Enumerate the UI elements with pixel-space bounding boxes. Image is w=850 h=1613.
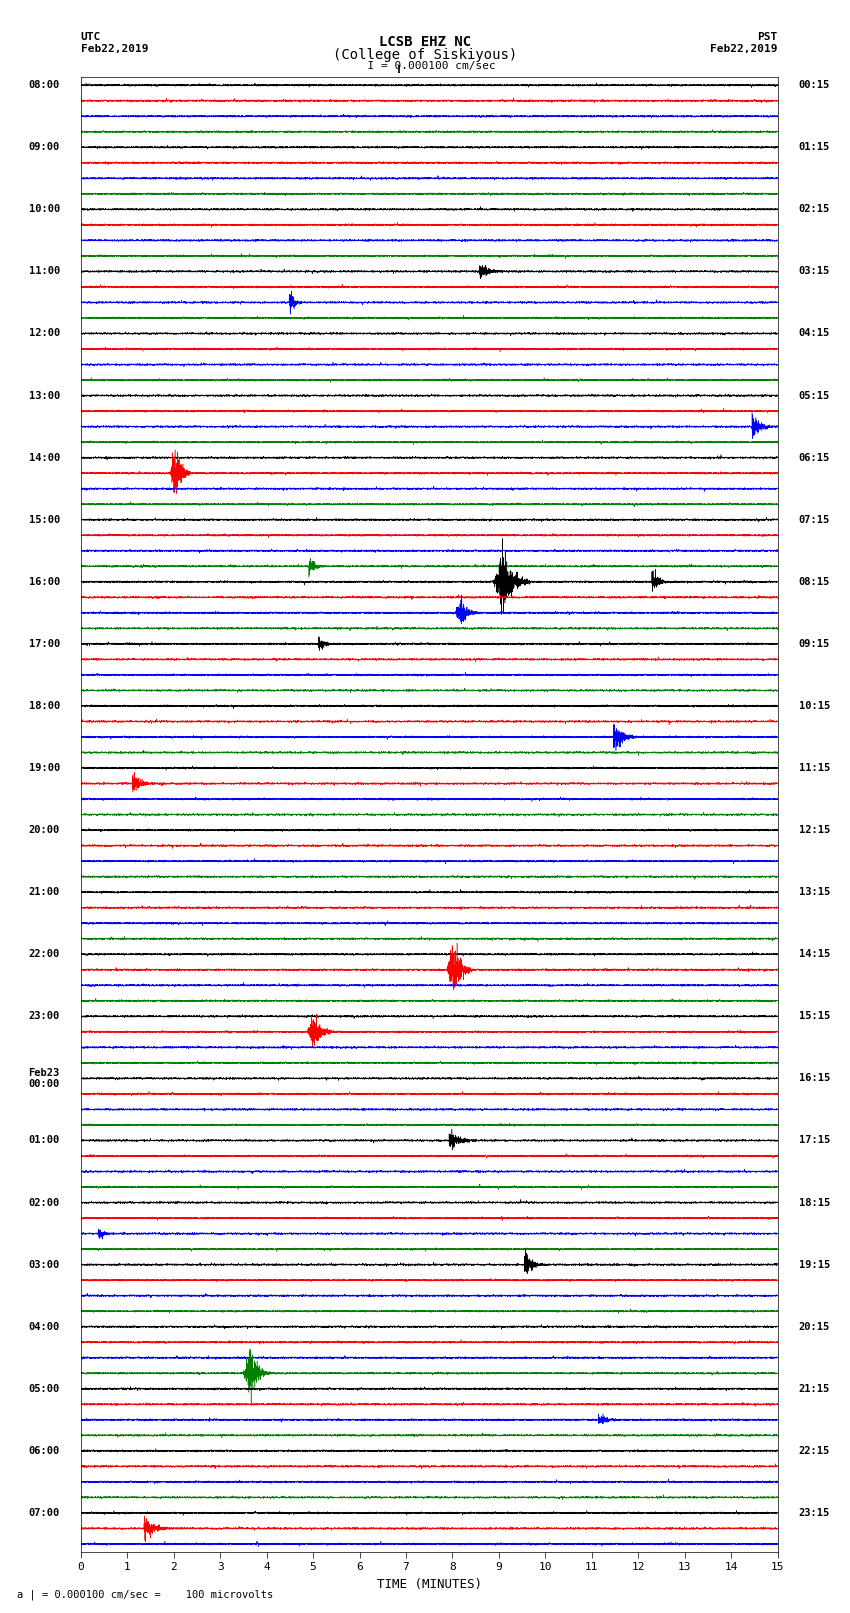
Text: 17:15: 17:15: [799, 1136, 830, 1145]
Text: 14:00: 14:00: [29, 453, 60, 463]
Text: 08:15: 08:15: [799, 577, 830, 587]
Text: 09:00: 09:00: [29, 142, 60, 152]
Text: Feb23
00:00: Feb23 00:00: [29, 1068, 60, 1089]
Text: 10:15: 10:15: [799, 702, 830, 711]
Text: 03:00: 03:00: [29, 1260, 60, 1269]
Text: 15:15: 15:15: [799, 1011, 830, 1021]
Text: Feb22,2019: Feb22,2019: [711, 44, 778, 53]
Text: 12:15: 12:15: [799, 826, 830, 836]
Text: 05:15: 05:15: [799, 390, 830, 400]
Text: 13:00: 13:00: [29, 390, 60, 400]
Text: 21:00: 21:00: [29, 887, 60, 897]
Text: 19:15: 19:15: [799, 1260, 830, 1269]
Text: (College of Siskiyous): (College of Siskiyous): [333, 48, 517, 63]
Text: 01:15: 01:15: [799, 142, 830, 152]
Text: 07:00: 07:00: [29, 1508, 60, 1518]
Text: 23:15: 23:15: [799, 1508, 830, 1518]
Text: UTC: UTC: [81, 32, 101, 42]
Text: 13:15: 13:15: [799, 887, 830, 897]
Text: 19:00: 19:00: [29, 763, 60, 773]
Text: 02:15: 02:15: [799, 205, 830, 215]
Text: 11:15: 11:15: [799, 763, 830, 773]
Text: 20:15: 20:15: [799, 1321, 830, 1332]
Text: a | = 0.000100 cm/sec =    100 microvolts: a | = 0.000100 cm/sec = 100 microvolts: [17, 1589, 273, 1600]
Text: 09:15: 09:15: [799, 639, 830, 648]
Text: 04:15: 04:15: [799, 329, 830, 339]
Text: 05:00: 05:00: [29, 1384, 60, 1394]
Text: 17:00: 17:00: [29, 639, 60, 648]
Text: 10:00: 10:00: [29, 205, 60, 215]
Text: 16:15: 16:15: [799, 1073, 830, 1084]
Text: 11:00: 11:00: [29, 266, 60, 276]
Text: 22:00: 22:00: [29, 948, 60, 960]
Text: PST: PST: [757, 32, 778, 42]
Text: 00:15: 00:15: [799, 81, 830, 90]
Text: 04:00: 04:00: [29, 1321, 60, 1332]
Text: 18:00: 18:00: [29, 702, 60, 711]
Text: 18:15: 18:15: [799, 1197, 830, 1208]
Text: 21:15: 21:15: [799, 1384, 830, 1394]
Text: 06:00: 06:00: [29, 1445, 60, 1457]
Text: 23:00: 23:00: [29, 1011, 60, 1021]
Text: 01:00: 01:00: [29, 1136, 60, 1145]
Text: 02:00: 02:00: [29, 1197, 60, 1208]
Text: 15:00: 15:00: [29, 515, 60, 524]
Text: 22:15: 22:15: [799, 1445, 830, 1457]
Text: 07:15: 07:15: [799, 515, 830, 524]
Text: Feb22,2019: Feb22,2019: [81, 44, 148, 53]
Text: 16:00: 16:00: [29, 577, 60, 587]
Text: 12:00: 12:00: [29, 329, 60, 339]
X-axis label: TIME (MINUTES): TIME (MINUTES): [377, 1578, 482, 1590]
Text: 14:15: 14:15: [799, 948, 830, 960]
Text: 06:15: 06:15: [799, 453, 830, 463]
Text: 20:00: 20:00: [29, 826, 60, 836]
Text: I = 0.000100 cm/sec: I = 0.000100 cm/sec: [354, 61, 496, 71]
Text: 08:00: 08:00: [29, 81, 60, 90]
Text: 03:15: 03:15: [799, 266, 830, 276]
Text: LCSB EHZ NC: LCSB EHZ NC: [379, 35, 471, 50]
